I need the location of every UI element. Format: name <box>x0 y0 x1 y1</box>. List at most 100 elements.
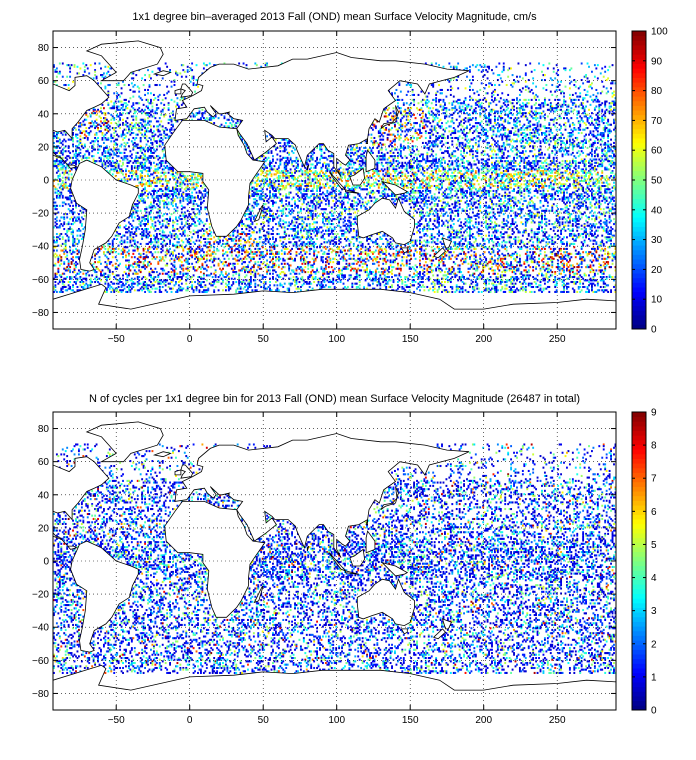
data-cell <box>432 160 435 163</box>
data-cell <box>482 171 485 174</box>
data-cell <box>141 175 144 178</box>
data-cell <box>135 173 138 176</box>
data-cell <box>100 117 102 120</box>
data-cell <box>496 130 499 133</box>
data-cell <box>582 161 585 164</box>
data-cell <box>588 85 590 88</box>
data-cell <box>436 178 439 181</box>
data-cell <box>491 83 493 87</box>
data-cell <box>567 178 570 181</box>
data-cell <box>543 102 546 105</box>
data-cell <box>383 153 386 156</box>
data-cell <box>527 112 530 115</box>
data-cell <box>523 165 526 168</box>
data-cell <box>213 122 216 125</box>
data-cell <box>524 64 527 67</box>
data-cell <box>558 173 561 176</box>
data-cell <box>386 171 389 174</box>
data-cell <box>463 112 465 115</box>
data-cell <box>155 170 158 173</box>
data-cell <box>589 171 592 174</box>
data-cell <box>502 102 505 105</box>
data-cell <box>530 131 533 135</box>
data-cell <box>150 161 152 164</box>
data-cell <box>469 88 471 91</box>
data-cell <box>235 122 238 125</box>
data-cell <box>571 138 574 141</box>
data-cell <box>398 176 401 179</box>
data-cell <box>270 180 273 183</box>
data-cell <box>482 158 485 161</box>
data-cell <box>485 146 488 149</box>
data-cell <box>574 170 577 173</box>
data-cell <box>555 156 558 159</box>
data-cell <box>88 131 91 135</box>
data-cell <box>120 133 123 136</box>
data-cell <box>538 133 540 136</box>
data-cell <box>98 148 101 151</box>
data-cell <box>582 120 585 123</box>
data-cell <box>150 166 152 169</box>
data-cell <box>596 64 599 67</box>
data-cell <box>147 105 149 108</box>
data-cell <box>382 165 385 168</box>
data-cell <box>53 135 55 138</box>
data-cell <box>424 120 427 123</box>
data-cell <box>319 178 321 181</box>
data-cell <box>366 175 368 178</box>
data-cell <box>127 175 130 178</box>
data-cell <box>60 161 63 164</box>
data-cell <box>85 64 88 67</box>
data-cell <box>413 173 416 176</box>
data-cell <box>596 178 599 181</box>
data-cell <box>535 85 538 88</box>
data-cell <box>55 75 58 78</box>
data-cell <box>161 125 164 128</box>
data-cell <box>182 97 185 100</box>
data-cell <box>438 83 440 87</box>
data-cell <box>277 170 280 173</box>
data-cell <box>466 166 468 169</box>
data-cell <box>466 107 468 110</box>
data-cell <box>330 153 333 156</box>
data-cell <box>83 130 86 133</box>
data-cell <box>554 143 557 146</box>
data-cell <box>288 161 291 164</box>
data-cell <box>241 138 244 141</box>
data-cell <box>523 161 526 164</box>
data-cell <box>471 79 474 82</box>
data-cell <box>483 171 486 174</box>
data-cell <box>413 166 416 169</box>
data-cell <box>464 97 467 100</box>
data-cell <box>576 143 579 146</box>
data-cell <box>289 156 292 159</box>
data-cell <box>501 105 504 108</box>
data-cell <box>570 98 573 101</box>
data-cell <box>214 110 217 113</box>
data-cell <box>226 112 229 115</box>
data-cell <box>307 176 310 179</box>
data-cell <box>130 128 133 131</box>
data-cell <box>97 148 99 151</box>
data-cell <box>382 153 385 156</box>
data-cell <box>430 102 433 105</box>
data-cell <box>448 125 451 128</box>
data-cell <box>477 176 480 179</box>
data-cell <box>441 158 443 161</box>
data-cell <box>120 156 123 159</box>
data-cell <box>545 171 548 174</box>
data-cell <box>158 93 161 96</box>
data-cell <box>117 93 120 96</box>
data-cell <box>152 171 155 174</box>
data-cell <box>557 133 560 136</box>
data-cell <box>507 75 510 78</box>
data-cell <box>273 173 276 176</box>
data-cell <box>493 112 496 115</box>
data-cell <box>66 155 69 158</box>
data-cell <box>471 110 474 113</box>
data-cell <box>589 103 592 106</box>
data-cell <box>449 163 452 166</box>
data-cell <box>502 166 505 169</box>
data-cell <box>566 112 568 115</box>
data-cell <box>595 128 598 131</box>
